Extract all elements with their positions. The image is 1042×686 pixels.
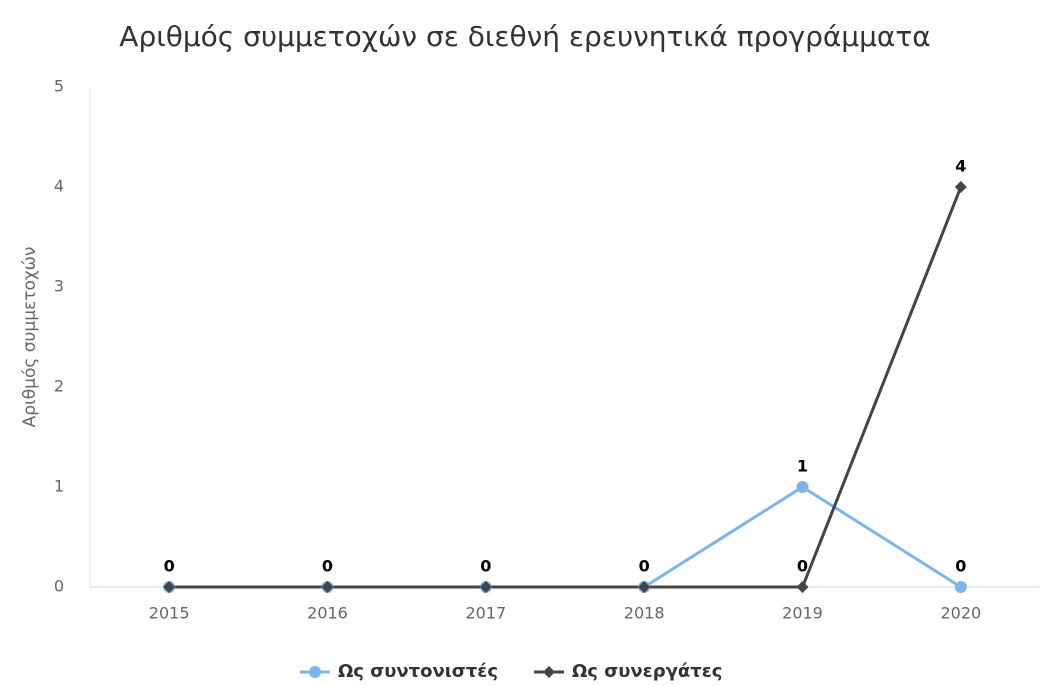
x-tick-label: 2016	[307, 604, 348, 623]
data-label: 0	[639, 557, 650, 576]
data-label: 0	[797, 557, 808, 576]
point-marker	[954, 581, 967, 593]
legend-label: Ως συνεργάτες	[572, 661, 722, 682]
chart-title: Αριθμός συμμετοχών σε διεθνή ερευνητικά …	[119, 20, 930, 53]
y-tick-label: 0	[54, 577, 64, 596]
y-tick-label: 3	[54, 277, 64, 296]
data-label: 1	[797, 457, 808, 476]
point-marker	[543, 666, 555, 678]
series-line	[169, 485, 962, 589]
point-marker	[163, 581, 176, 593]
data-label: 0	[480, 557, 491, 576]
point-marker	[796, 481, 809, 493]
y-axis-title: Αριθμός συμμετοχών	[20, 247, 40, 428]
legend-label: Ως συντονιστές	[338, 661, 498, 682]
y-tick-label: 4	[54, 177, 64, 196]
point-marker	[638, 581, 651, 593]
data-label: 0	[639, 557, 650, 576]
data-label: 0	[322, 557, 333, 576]
y-tick-label: 2	[54, 377, 64, 396]
x-tick-label: 2015	[149, 604, 190, 623]
point-marker	[479, 581, 492, 593]
y-tick-label: 1	[54, 477, 64, 496]
y-tick-label: 5	[54, 77, 64, 96]
data-label: 0	[322, 557, 333, 576]
data-label: 4	[955, 157, 966, 176]
data-label: 0	[480, 557, 491, 576]
data-label: 0	[164, 557, 175, 576]
series-line	[169, 186, 963, 589]
point-marker	[796, 581, 809, 593]
data-label: 0	[955, 557, 966, 576]
x-tick-label: 2018	[624, 604, 665, 623]
data-label: 0	[164, 557, 175, 576]
point-marker	[321, 581, 334, 593]
point-marker	[309, 666, 321, 678]
point-marker	[954, 181, 967, 193]
x-tick-label: 2020	[940, 604, 981, 623]
x-tick-label: 2019	[782, 604, 823, 623]
x-tick-label: 2017	[465, 604, 506, 623]
